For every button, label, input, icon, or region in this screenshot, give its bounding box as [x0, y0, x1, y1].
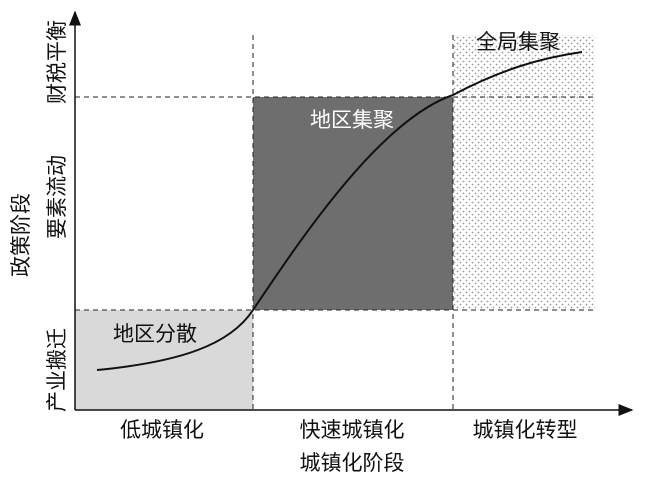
y-level: 财税平衡: [45, 20, 69, 104]
y-level: 产业搬迁: [45, 328, 69, 412]
x-stage: 城镇化转型: [473, 418, 578, 442]
region-fast: [253, 97, 453, 310]
region-transition: [453, 35, 595, 310]
y-axis-label: 政策阶段: [9, 193, 33, 277]
region-label: 全局集聚: [476, 30, 560, 54]
x-stage: 低城镇化: [120, 418, 204, 442]
x-axis-label: 城镇化阶段: [300, 451, 405, 475]
y-level: 要素流动: [45, 155, 69, 239]
region-label: 地区集聚: [310, 108, 394, 132]
curve: [96, 51, 583, 371]
x-stage: 快速城镇化: [300, 418, 405, 442]
region-label: 地区分散: [113, 322, 197, 346]
